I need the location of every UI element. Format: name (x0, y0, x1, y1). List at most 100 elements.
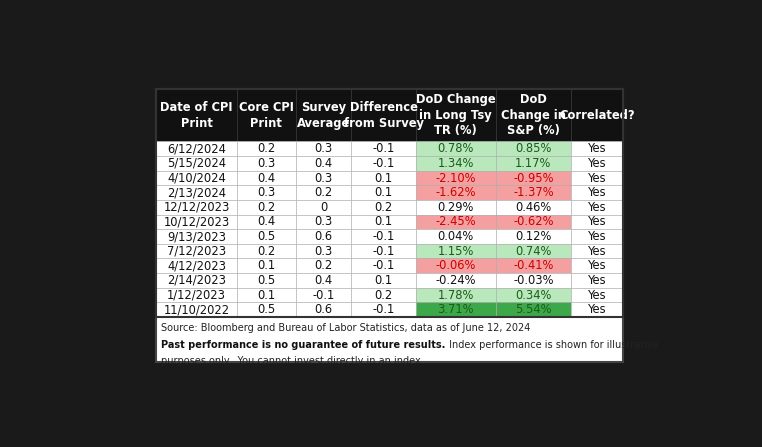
Bar (351, 258, 415, 273)
Text: 0.34%: 0.34% (515, 289, 552, 302)
Text: 1.78%: 1.78% (437, 289, 474, 302)
Bar (296, 171, 351, 186)
Bar (156, 186, 237, 200)
Bar (415, 215, 496, 229)
Bar (415, 186, 496, 200)
Text: 0.6: 0.6 (315, 230, 332, 243)
Bar (156, 89, 623, 317)
Text: 1.34%: 1.34% (437, 157, 474, 170)
Bar (571, 89, 623, 142)
Text: 0.5: 0.5 (257, 303, 275, 316)
Bar (571, 142, 623, 156)
Text: 0.85%: 0.85% (515, 142, 552, 155)
Text: -0.03%: -0.03% (513, 274, 554, 287)
Bar (571, 156, 623, 171)
Bar (351, 171, 415, 186)
Bar (296, 215, 351, 229)
Text: 0.3: 0.3 (315, 142, 332, 155)
Text: 0.2: 0.2 (257, 142, 275, 155)
Text: -0.06%: -0.06% (436, 259, 476, 272)
Text: 0.1: 0.1 (257, 289, 275, 302)
Text: 0.3: 0.3 (257, 186, 275, 199)
Text: 0: 0 (320, 201, 327, 214)
Bar (156, 89, 623, 362)
Text: 0.78%: 0.78% (437, 142, 474, 155)
Text: 4/10/2024: 4/10/2024 (168, 172, 226, 185)
Text: -0.1: -0.1 (373, 245, 395, 257)
Text: -0.1: -0.1 (373, 157, 395, 170)
Bar (237, 229, 296, 244)
Bar (237, 244, 296, 258)
Text: 0.1: 0.1 (374, 274, 392, 287)
Bar (571, 200, 623, 215)
Bar (296, 89, 351, 142)
Text: 4/12/2023: 4/12/2023 (167, 259, 226, 272)
Bar (351, 156, 415, 171)
Bar (415, 142, 496, 156)
Text: 2/14/2023: 2/14/2023 (167, 274, 226, 287)
Text: -0.41%: -0.41% (514, 259, 554, 272)
Text: -0.1: -0.1 (373, 142, 395, 155)
Bar (296, 273, 351, 288)
Bar (415, 89, 496, 142)
Bar (156, 156, 237, 171)
Text: Yes: Yes (588, 259, 607, 272)
Bar (351, 186, 415, 200)
Text: -2.45%: -2.45% (435, 215, 476, 228)
Text: 0.1: 0.1 (374, 186, 392, 199)
Bar (415, 229, 496, 244)
Text: 0.04%: 0.04% (437, 230, 474, 243)
Bar (237, 89, 296, 142)
Bar (237, 200, 296, 215)
Text: Yes: Yes (588, 186, 607, 199)
Bar (571, 229, 623, 244)
Bar (237, 186, 296, 200)
Text: 0.4: 0.4 (315, 274, 332, 287)
Bar (156, 171, 237, 186)
Text: 0.2: 0.2 (374, 201, 392, 214)
Bar (496, 200, 571, 215)
Bar (156, 200, 237, 215)
Bar (571, 186, 623, 200)
Text: -2.10%: -2.10% (436, 172, 476, 185)
Text: 0.1: 0.1 (257, 259, 275, 272)
Bar (571, 288, 623, 302)
Bar (156, 89, 237, 142)
Text: 0.2: 0.2 (257, 245, 275, 257)
Bar (351, 142, 415, 156)
Text: 3.71%: 3.71% (437, 303, 474, 316)
Text: 5.54%: 5.54% (515, 303, 552, 316)
Text: 0.4: 0.4 (315, 157, 332, 170)
Bar (351, 273, 415, 288)
Text: DoD Change
in Long Tsy
TR (%): DoD Change in Long Tsy TR (%) (416, 93, 495, 137)
Text: Past performance is no guarantee of future results.: Past performance is no guarantee of futu… (162, 340, 446, 350)
Text: Survey
Average: Survey Average (297, 101, 350, 130)
Text: 0.12%: 0.12% (515, 230, 552, 243)
Bar (496, 302, 571, 317)
Text: 0.74%: 0.74% (515, 245, 552, 257)
Text: -1.37%: -1.37% (513, 186, 554, 199)
Text: 1.15%: 1.15% (437, 245, 474, 257)
Bar (237, 288, 296, 302)
Text: 0.2: 0.2 (315, 259, 332, 272)
Bar (296, 258, 351, 273)
Text: 0.4: 0.4 (257, 172, 275, 185)
Text: Yes: Yes (588, 215, 607, 228)
Bar (296, 302, 351, 317)
Text: 7/12/2023: 7/12/2023 (167, 245, 226, 257)
Text: 0.29%: 0.29% (437, 201, 474, 214)
Text: -1.62%: -1.62% (436, 186, 476, 199)
Bar (496, 215, 571, 229)
Bar (496, 186, 571, 200)
Bar (156, 244, 237, 258)
Text: Source: Bloomberg and Bureau of Labor Statistics, data as of June 12, 2024: Source: Bloomberg and Bureau of Labor St… (162, 323, 530, 333)
Bar (415, 302, 496, 317)
Text: -0.1: -0.1 (373, 303, 395, 316)
Text: Yes: Yes (588, 274, 607, 287)
Text: purposes only.  You cannot invest directly in an index.: purposes only. You cannot invest directl… (162, 356, 424, 366)
Bar (351, 244, 415, 258)
Text: 1/12/2023: 1/12/2023 (167, 289, 226, 302)
Text: 9/13/2023: 9/13/2023 (167, 230, 226, 243)
Text: DoD
Change in
S&P (%): DoD Change in S&P (%) (501, 93, 566, 137)
Bar (156, 229, 237, 244)
